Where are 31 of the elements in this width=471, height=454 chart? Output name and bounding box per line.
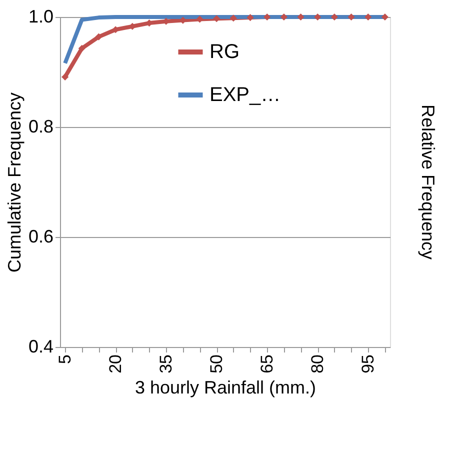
x-tick-label: 20	[106, 354, 126, 374]
x-tick-label: 50	[207, 354, 226, 374]
x-tick-label: 35	[156, 354, 176, 374]
point	[246, 14, 254, 22]
point	[297, 13, 304, 21]
y-axis-title: Cumulative Frequency	[4, 92, 24, 273]
x-tick-label: 95	[358, 354, 378, 374]
x-tick-label: 5	[56, 354, 75, 364]
point	[364, 13, 372, 21]
y-tick-label: 1.0	[28, 6, 54, 26]
point	[78, 44, 86, 52]
y-tick-label: 0.6	[28, 226, 54, 246]
point	[314, 13, 322, 21]
point	[196, 16, 204, 23]
point	[280, 13, 288, 21]
point	[381, 13, 388, 21]
point	[230, 14, 237, 22]
point	[330, 13, 338, 21]
point	[264, 13, 271, 21]
y2-axis-title: Relative Frequency	[418, 104, 438, 260]
point	[62, 73, 69, 80]
point	[95, 33, 102, 40]
x-tick-label: 80	[308, 354, 328, 374]
x-axis-title: 3 hourly Rainfall (mm.)	[134, 377, 316, 398]
x-tick-label: 65	[258, 354, 277, 374]
y-tick-label: 0.4	[28, 336, 54, 356]
point	[213, 15, 220, 22]
y-tick-label: 0.8	[28, 116, 54, 136]
legend-label: EXP_…	[210, 84, 281, 106]
point	[348, 13, 355, 21]
legend-label: RG	[210, 41, 240, 63]
